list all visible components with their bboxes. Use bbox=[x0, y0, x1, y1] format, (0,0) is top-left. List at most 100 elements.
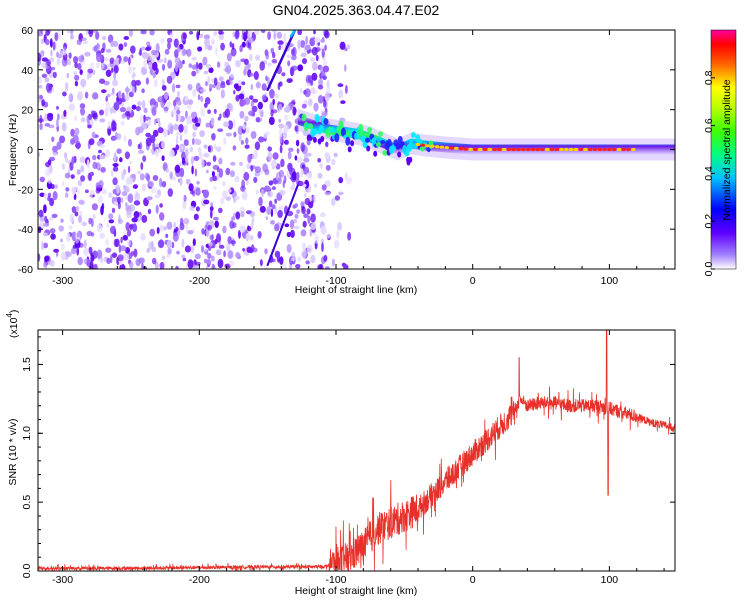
noise-dot bbox=[81, 37, 87, 42]
noise-dot bbox=[223, 137, 227, 145]
noise-dot bbox=[311, 90, 318, 95]
noise-dot bbox=[267, 31, 271, 40]
noise-dot bbox=[123, 42, 128, 47]
noise-dot bbox=[222, 190, 228, 199]
noise-dot bbox=[169, 125, 174, 135]
noise-dot bbox=[324, 92, 330, 102]
noise-dot bbox=[255, 54, 261, 61]
noise-dot bbox=[291, 48, 295, 56]
noise-dot bbox=[132, 223, 138, 233]
noise-dot bbox=[273, 31, 276, 40]
noise-dot bbox=[113, 64, 119, 74]
noise-dot bbox=[120, 197, 124, 203]
noise-dot bbox=[127, 165, 131, 173]
y-tick-label: 0.0 bbox=[21, 564, 33, 579]
noise-dot bbox=[74, 211, 79, 217]
noise-dot bbox=[229, 41, 233, 48]
hot-spot bbox=[439, 145, 445, 149]
noise-dot bbox=[52, 71, 57, 79]
signal-blob bbox=[408, 140, 414, 151]
noise-dot bbox=[51, 136, 55, 142]
noise-dot bbox=[147, 180, 154, 188]
noise-dot bbox=[60, 218, 64, 223]
noise-dot bbox=[192, 88, 197, 97]
noise-dot bbox=[73, 71, 77, 76]
noise-dot bbox=[220, 83, 226, 89]
x-tick-label: -300 bbox=[52, 275, 73, 287]
noise-dot bbox=[192, 131, 197, 138]
noise-dot bbox=[38, 209, 44, 218]
noise-dot bbox=[112, 40, 119, 48]
noise-dot bbox=[126, 112, 131, 120]
noise-dot bbox=[300, 201, 305, 207]
noise-dot bbox=[161, 85, 167, 91]
noise-dot bbox=[313, 30, 316, 35]
noise-dot bbox=[60, 243, 65, 250]
noise-dot bbox=[101, 188, 107, 195]
noise-dot bbox=[322, 75, 327, 81]
noise-dot bbox=[58, 225, 64, 232]
noise-dot bbox=[291, 99, 296, 105]
noise-dot bbox=[169, 149, 175, 158]
noise-dot bbox=[76, 189, 81, 195]
noise-dot bbox=[47, 178, 52, 184]
noise-dot bbox=[279, 189, 286, 196]
noise-dot bbox=[207, 145, 211, 153]
noise-dot bbox=[140, 46, 146, 51]
snr-scale-factor: (x104) bbox=[5, 310, 20, 338]
noise-dot bbox=[300, 40, 306, 48]
noise-dot bbox=[277, 40, 284, 45]
noise-dot bbox=[159, 95, 163, 101]
noise-dot bbox=[118, 214, 121, 223]
hot-spot bbox=[631, 147, 636, 152]
noise-dot bbox=[247, 154, 252, 164]
signal-blob bbox=[308, 123, 314, 130]
noise-dot bbox=[321, 184, 327, 191]
noise-dot bbox=[123, 135, 127, 143]
noise-dot bbox=[91, 203, 98, 211]
noise-dot bbox=[258, 136, 265, 143]
noise-dot bbox=[212, 84, 216, 88]
noise-dot bbox=[213, 108, 217, 114]
noise-dot bbox=[296, 256, 302, 263]
noise-dot bbox=[183, 217, 190, 225]
noise-dot bbox=[278, 45, 282, 51]
noise-dot bbox=[213, 185, 217, 190]
noise-dot bbox=[120, 245, 127, 252]
noise-dot bbox=[103, 80, 110, 86]
noise-dot bbox=[260, 189, 265, 197]
signal-blob bbox=[404, 151, 410, 157]
noise-dot bbox=[264, 185, 270, 192]
noise-dot bbox=[45, 168, 51, 177]
noise-dot bbox=[193, 155, 200, 161]
noise-dot bbox=[79, 103, 86, 109]
noise-dot bbox=[235, 252, 241, 259]
noise-dot bbox=[321, 111, 328, 117]
noise-dot bbox=[52, 191, 58, 201]
noise-dot bbox=[282, 180, 285, 189]
noise-dot bbox=[226, 243, 231, 252]
noise-dot bbox=[345, 176, 353, 185]
noise-dot bbox=[318, 78, 323, 87]
spectrogram-x-axis-label: Height of straight line (km) bbox=[295, 284, 418, 296]
noise-dot bbox=[304, 197, 310, 206]
noise-dot bbox=[113, 152, 117, 162]
noise-dot bbox=[145, 47, 151, 51]
noise-dot bbox=[110, 169, 114, 178]
noise-dot bbox=[247, 63, 251, 69]
noise-dot bbox=[207, 224, 212, 231]
noise-dot bbox=[39, 123, 43, 131]
noise-dot bbox=[112, 87, 115, 94]
hot-spot bbox=[425, 144, 430, 148]
noise-dot bbox=[225, 196, 231, 201]
noise-dot bbox=[307, 49, 313, 53]
noise-dot bbox=[64, 152, 68, 159]
noise-dot bbox=[129, 261, 134, 269]
x-tick-label: -300 bbox=[52, 574, 73, 586]
noise-dot bbox=[137, 101, 143, 107]
noise-dot bbox=[188, 183, 194, 192]
noise-dot bbox=[232, 119, 236, 128]
noise-dot bbox=[346, 44, 351, 50]
figure-title: GN04.2025.363.04.47.E02 bbox=[273, 2, 440, 18]
noise-dot bbox=[338, 191, 344, 196]
